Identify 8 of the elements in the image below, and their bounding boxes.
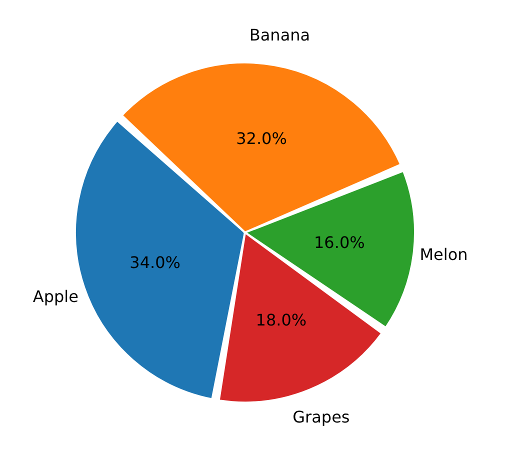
data-label: 32.0% — [236, 128, 287, 148]
slice-label: Melon — [420, 244, 468, 264]
data-label: 16.0% — [314, 233, 365, 252]
slice-label: Apple — [32, 286, 78, 306]
slice-label: Banana — [249, 26, 310, 45]
data-label: 18.0% — [256, 310, 307, 330]
slice-label: Grapes — [292, 407, 350, 426]
data-label: 34.0% — [130, 253, 180, 272]
